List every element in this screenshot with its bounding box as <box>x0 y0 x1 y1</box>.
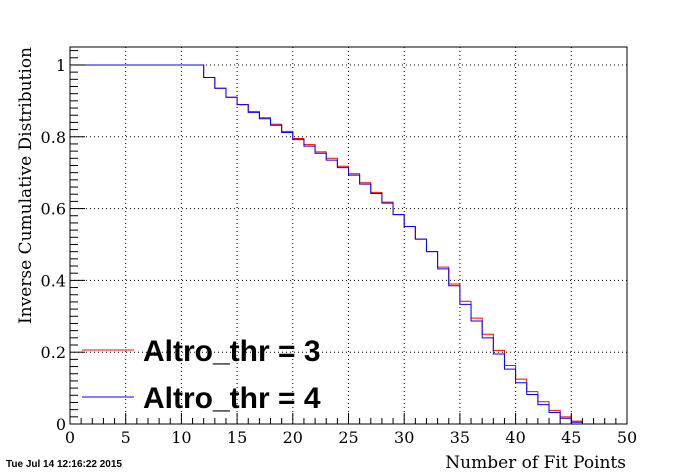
series-line-2 <box>70 64 627 425</box>
y-axis-title: Inverse Cumulative Distribution <box>16 47 36 324</box>
legend-label-1: Altro_thr = 3 <box>143 335 321 368</box>
x-tick-label: 45 <box>561 428 581 447</box>
x-tick-label: 35 <box>450 428 470 447</box>
timestamp: Tue Jul 14 12:16:22 2015 <box>6 459 122 470</box>
x-tick-label: 30 <box>394 428 414 447</box>
x-tick-label: 0 <box>65 428 75 447</box>
legend: Altro_thr = 3 Altro_thr = 4 <box>82 335 321 415</box>
legend-label-2: Altro_thr = 4 <box>143 382 321 415</box>
x-tick-label: 10 <box>171 428 191 447</box>
x-axis-title: Number of Fit Points <box>445 453 626 472</box>
x-tick-label: 5 <box>121 428 131 447</box>
y-tick-label: 0 <box>56 415 66 434</box>
y-tick-label: 0.6 <box>41 200 66 219</box>
x-tick-label: 50 <box>617 428 637 447</box>
y-tick-label: 0.4 <box>41 271 66 290</box>
y-tick-label: 1 <box>56 56 66 75</box>
x-tick-label: 25 <box>338 428 358 447</box>
series-lines <box>70 64 627 425</box>
y-tick-label: 0.8 <box>41 128 66 147</box>
x-tick-label: 40 <box>505 428 525 447</box>
y-tick-label: 0.2 <box>41 343 66 362</box>
x-tick-label: 15 <box>227 428 247 447</box>
x-tick-label: 20 <box>283 428 303 447</box>
axis-ticks: 0 5 10 15 20 25 30 35 40 45 50 0 0.2 0.4 0.6 0.8 1 <box>41 50 637 447</box>
